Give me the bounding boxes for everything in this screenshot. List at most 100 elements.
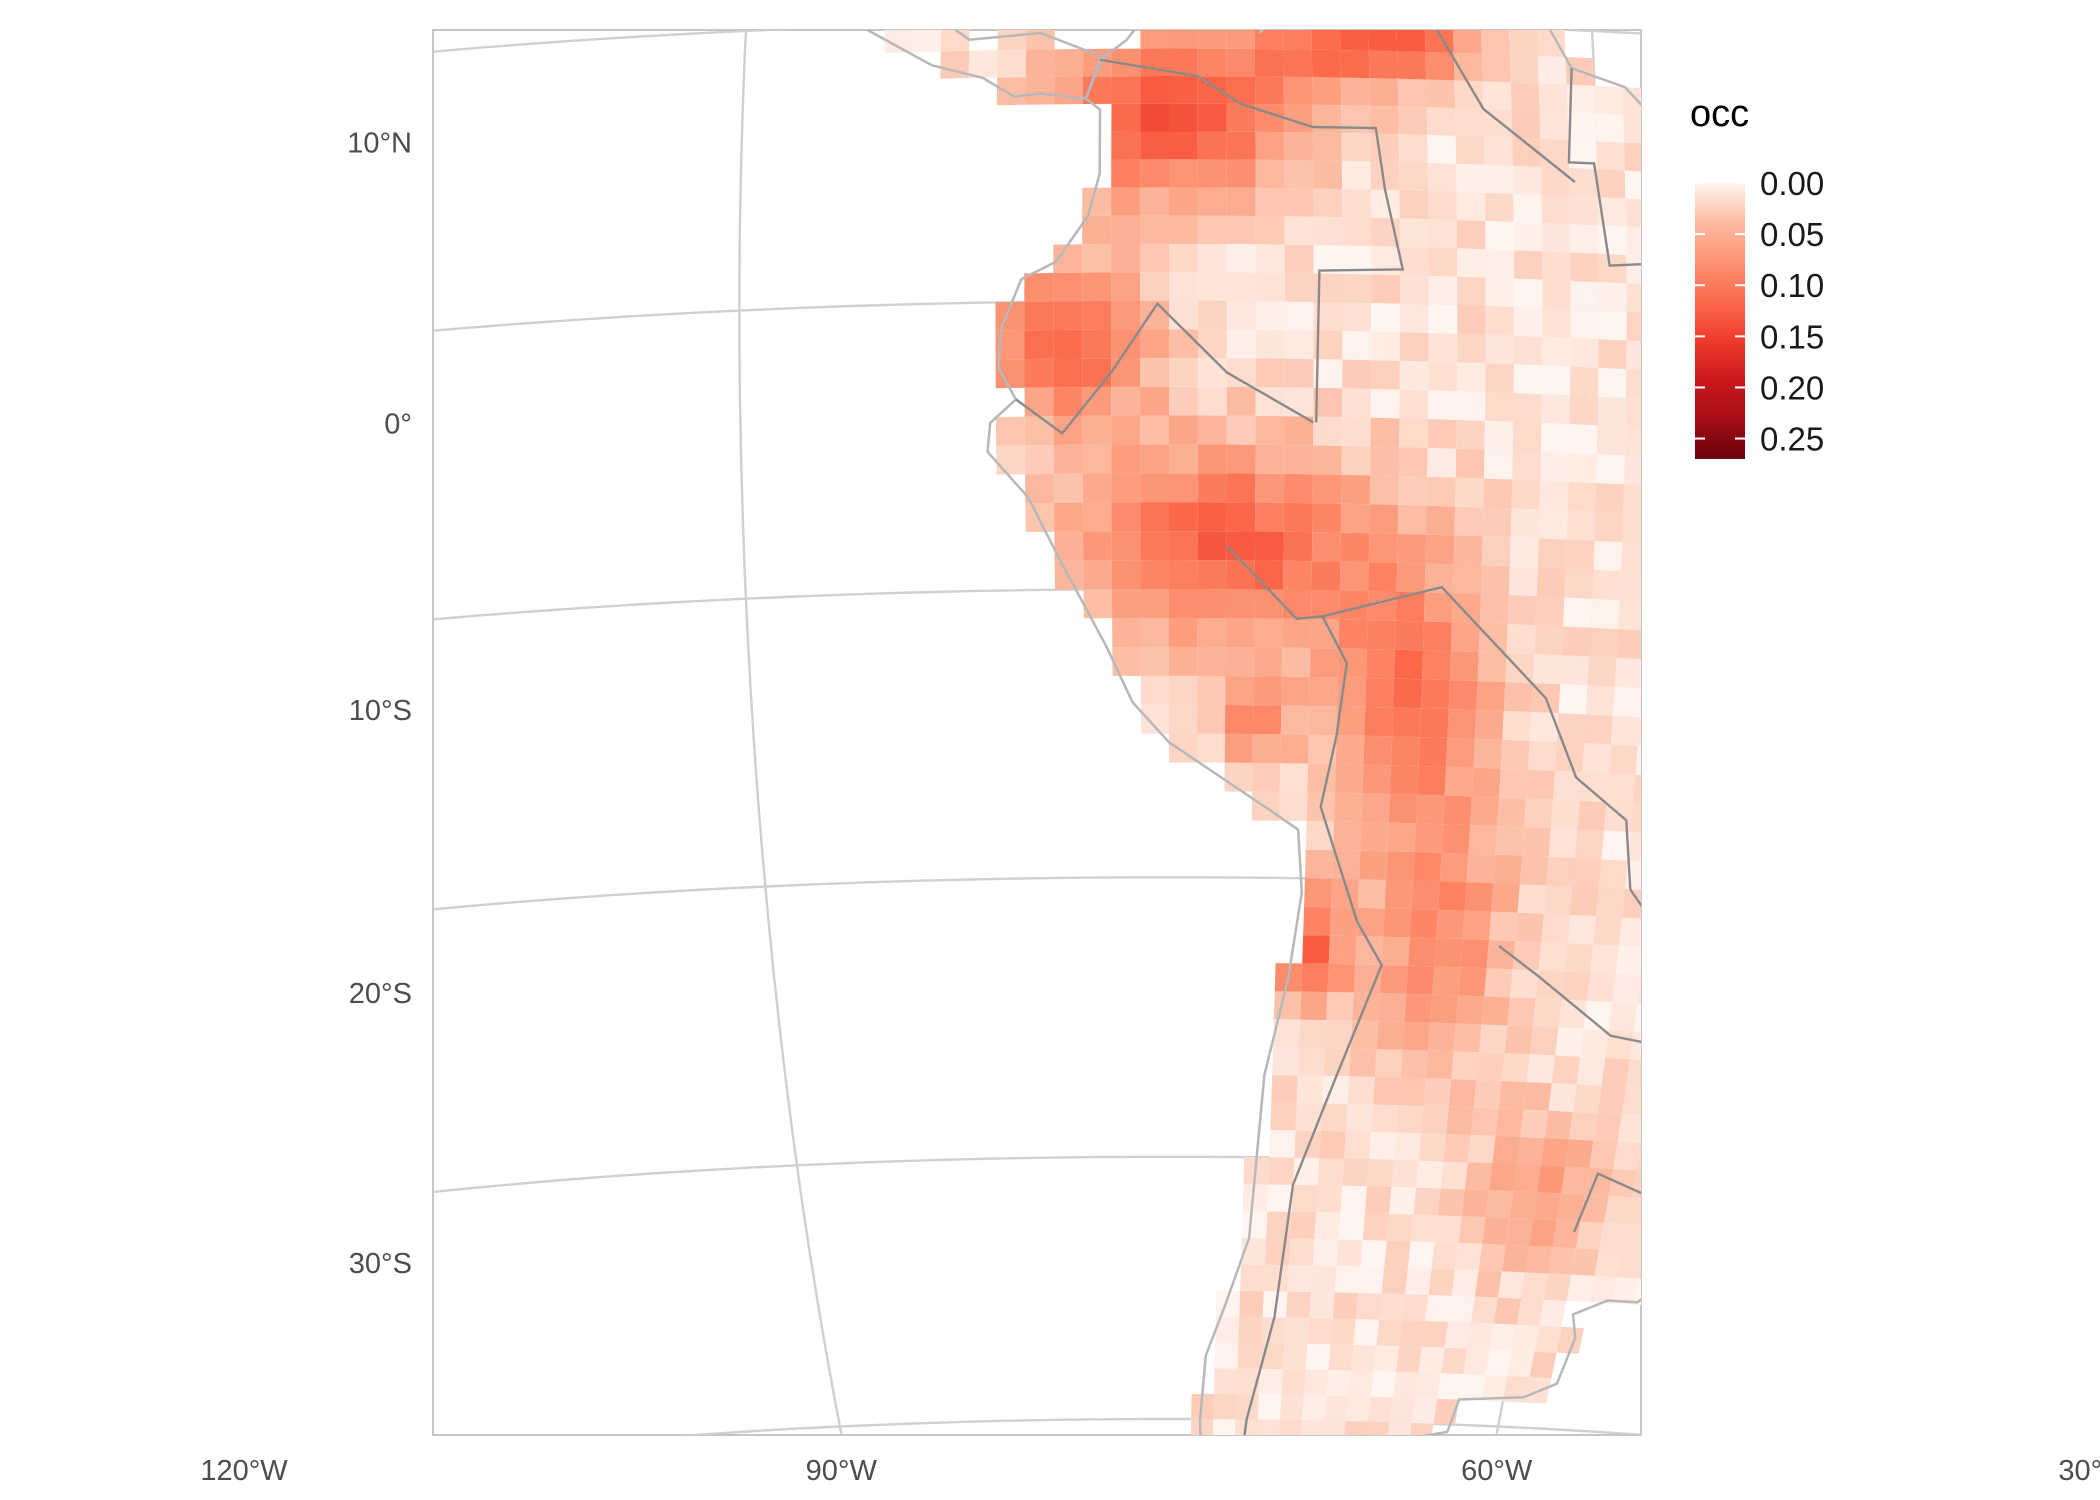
raster-cell: [1455, 448, 1485, 479]
raster-cell: [1821, 729, 1850, 760]
raster-cell: [1197, 215, 1227, 245]
raster-cell: [1724, 635, 1753, 666]
raster-cell: [1543, 885, 1573, 915]
raster-cell: [1283, 502, 1313, 533]
raster-cell: [1336, 1239, 1363, 1267]
raster-cell: [1255, 272, 1285, 302]
raster-cell: [1456, 362, 1486, 392]
raster-cell: [1568, 139, 1598, 170]
raster-cell: [1962, 944, 1991, 975]
raster-cell: [1566, 510, 1596, 541]
raster-cell: [1548, 828, 1578, 858]
raster-cell: [1271, 1074, 1298, 1103]
raster-cell: [1386, 1213, 1414, 1242]
raster-cell: [1626, 311, 1641, 342]
raster-cell: [1384, 1240, 1411, 1268]
raster-cell: [1352, 992, 1381, 1022]
raster-cell: [1624, 170, 1641, 200]
raster-cell: [1226, 300, 1256, 330]
raster-cell: [1311, 1265, 1337, 1293]
raster-cell: [1783, 1126, 1812, 1155]
raster-cell: [1140, 502, 1169, 532]
raster-cell: [1428, 275, 1458, 306]
raster-cell: [1558, 999, 1587, 1029]
raster-cell: [1169, 415, 1198, 445]
raster-cell: [1622, 87, 1641, 116]
raster-cell: [1541, 1138, 1570, 1167]
raster-cell: [1813, 496, 1841, 527]
raster-cell: [1256, 1419, 1280, 1435]
raster-cell: [1443, 1134, 1471, 1163]
raster-cell: [1406, 965, 1435, 995]
raster-cell: [1624, 142, 1641, 172]
raster-cell: [1479, 1024, 1508, 1054]
coastline: [986, 30, 1641, 1435]
country-border: [1015, 301, 1314, 436]
raster-cell: [1197, 618, 1226, 648]
raster-cell: [1891, 502, 1918, 533]
raster-cell: [1279, 763, 1309, 793]
raster-cell: [1169, 0, 1198, 21]
raster-cell: [1632, 1170, 1641, 1198]
raster-cell: [1541, 913, 1571, 944]
raster-cell: [1226, 386, 1256, 416]
country-border: [1498, 888, 1641, 1044]
raster-cell: [1418, 1346, 1445, 1374]
raster-cell: [1340, 1185, 1368, 1214]
raster-cell: [1571, 1248, 1600, 1276]
raster-cell: [1456, 391, 1486, 421]
raster-cell: [1427, 447, 1457, 478]
raster-cell: [1736, 1122, 1765, 1151]
raster-cell: [1169, 444, 1198, 474]
raster-cell: [1342, 302, 1372, 332]
raster-cell: [1255, 76, 1284, 105]
raster-cell: [1311, 532, 1341, 562]
raster-cell: [1324, 1020, 1353, 1049]
raster-cell: [1757, 550, 1785, 581]
raster-cell: [1893, 473, 1920, 504]
raster-cell: [1323, 1395, 1349, 1422]
raster-cell: [1226, 187, 1256, 216]
raster-cell: [1551, 1055, 1581, 1085]
raster-cell: [1532, 654, 1562, 685]
raster-cell: [1987, 802, 2015, 833]
raster-cell: [1169, 329, 1198, 359]
raster-cell: [1507, 997, 1536, 1027]
raster-cell: [1540, 138, 1570, 168]
raster-cell: [1594, 511, 1624, 543]
raster-cell: [1569, 195, 1599, 226]
raster-cell: [1872, 733, 1900, 764]
raster-cell: [1701, 576, 1730, 607]
raster-cell: [1548, 1083, 1577, 1112]
raster-cell: [1284, 445, 1314, 475]
raster-cell: [1339, 0, 1368, 23]
raster-cell: [1485, 220, 1514, 251]
raster-cell: [1371, 274, 1401, 304]
raster-cell: [1666, 1117, 1695, 1146]
raster-cell: [1552, 1220, 1581, 1249]
raster-cell: [1991, 540, 2018, 571]
raster-cell: [1426, 476, 1456, 507]
raster-cell: [1053, 358, 1083, 388]
raster-cell: [1357, 879, 1387, 909]
raster-cell: [1706, 147, 1734, 177]
raster-cell: [1301, 963, 1329, 993]
raster-cell: [1362, 1213, 1390, 1241]
raster-cell: [1484, 164, 1514, 194]
raster-cell: [1561, 626, 1591, 657]
raster-cell: [1765, 1097, 1794, 1126]
raster-cell: [1196, 733, 1225, 763]
raster-cell: [1197, 103, 1227, 132]
raster-cell: [1513, 1164, 1542, 1193]
raster-cell: [1906, 852, 1935, 883]
raster-cell: [1484, 420, 1514, 451]
raster-cell: [1569, 1111, 1598, 1141]
raster-cell: [1304, 878, 1333, 908]
raster-cell: [1910, 824, 1938, 855]
raster-cell: [1303, 906, 1331, 936]
raster-cell: [1526, 769, 1556, 800]
raster-cell: [1237, 1342, 1262, 1369]
raster-cell: [1335, 735, 1365, 765]
raster-cell: [1881, 993, 1910, 1023]
country-border: [1100, 58, 1405, 423]
